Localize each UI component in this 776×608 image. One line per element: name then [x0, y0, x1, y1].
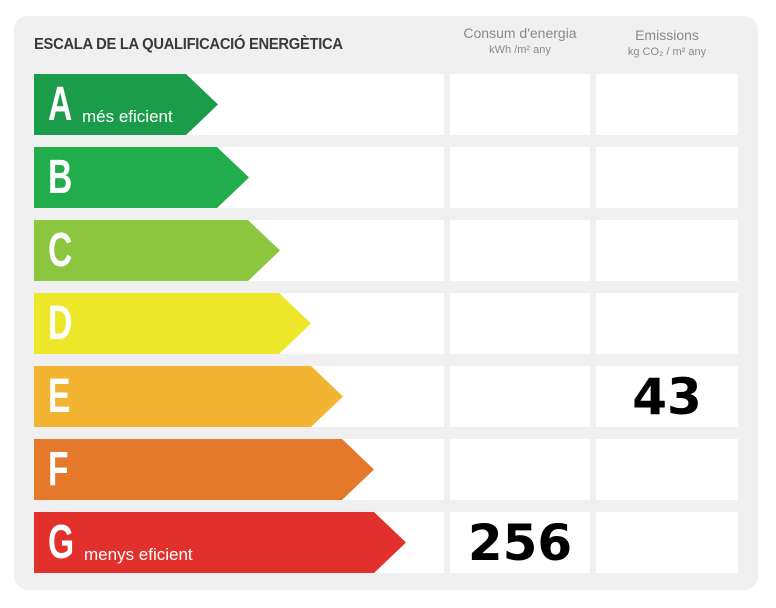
band-letter: B [48, 151, 73, 204]
emissions-value: 43 [632, 367, 702, 426]
consumption-cell-d [450, 293, 590, 354]
consumption-unit: kWh /m² any [489, 44, 551, 56]
emissions-cell-e: 43 [596, 366, 738, 427]
emissions-cell-g [596, 512, 738, 573]
band-row-a: A més eficient [34, 74, 444, 135]
emissions-cell-c [596, 220, 738, 281]
band-label: menys eficient [84, 545, 193, 564]
band-c: C [34, 220, 280, 281]
band-row-e: E [34, 366, 444, 427]
band-letter: D [48, 297, 73, 350]
band-g: G menys eficient [34, 512, 406, 573]
consumption-cell-c [450, 220, 590, 281]
consumption-value: 256 [467, 513, 573, 572]
band-label: més eficient [82, 107, 173, 126]
band-row-d: D [34, 293, 444, 354]
emissions-header: Emissions kg CO₂ / m² any [596, 26, 738, 60]
emissions-title: Emissions [635, 27, 699, 43]
band-b: B [34, 147, 249, 208]
band-letter: C [48, 224, 73, 277]
band-letter: G [48, 516, 75, 569]
band-letter: F [48, 443, 69, 496]
consumption-cell-e [450, 366, 590, 427]
emissions-cell-b [596, 147, 738, 208]
band-row-c: C [34, 220, 444, 281]
band-row-b: B [34, 147, 444, 208]
band-a: A més eficient [34, 74, 218, 135]
band-d: D [34, 293, 311, 354]
band-letter: E [48, 370, 71, 423]
band-row-f: F [34, 439, 444, 500]
scale-title: ESCALA DE LA QUALIFICACIÓ ENERGÈTICA [34, 36, 343, 53]
consumption-title: Consum d'energia [463, 25, 577, 41]
consumption-cell-b [450, 147, 590, 208]
consumption-cell-f [450, 439, 590, 500]
band-e: E [34, 366, 343, 427]
consumption-header: Consum d'energia kWh /m² any [450, 24, 590, 58]
emissions-cell-a [596, 74, 738, 135]
emissions-cell-f [596, 439, 738, 500]
consumption-cell-g: 256 [450, 512, 590, 573]
band-row-g: G menys eficient [34, 512, 444, 573]
consumption-cell-a [450, 74, 590, 135]
band-letter: A [48, 78, 73, 131]
emissions-unit: kg CO₂ / m² any [627, 46, 707, 58]
band-f: F [34, 439, 374, 500]
emissions-cell-d [596, 293, 738, 354]
